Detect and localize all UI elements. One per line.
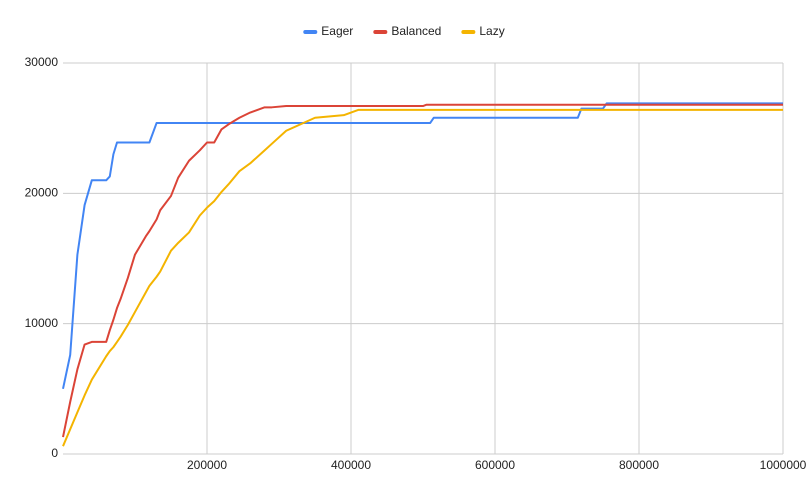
- y-tick-label: 10000: [25, 316, 59, 330]
- series-line: [62, 108, 783, 447]
- series-line: [62, 102, 783, 390]
- x-tick-label: 800000: [619, 458, 659, 472]
- x-tick-label: 600000: [475, 458, 515, 472]
- legend-label: Balanced: [391, 24, 441, 38]
- y-tick-label: 0: [51, 446, 58, 460]
- legend-label: Lazy: [479, 24, 504, 38]
- series-line: [62, 103, 783, 438]
- legend: Eager Balanced Lazy: [303, 24, 505, 38]
- y-tick-label: 20000: [25, 186, 59, 200]
- legend-label: Eager: [321, 24, 353, 38]
- x-tick-label: 1000000: [760, 458, 807, 472]
- y-tick-label: 30000: [25, 55, 59, 69]
- x-tick-label: 400000: [331, 458, 371, 472]
- x-tick-label: 200000: [187, 458, 227, 472]
